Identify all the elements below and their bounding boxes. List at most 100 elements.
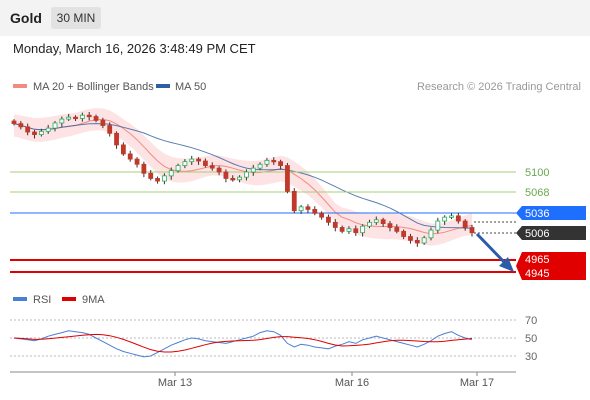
candle-body	[244, 171, 249, 178]
candle-body	[264, 159, 270, 165]
candle-body	[86, 114, 92, 118]
candle-body	[134, 158, 140, 165]
ma50-line	[13, 123, 473, 229]
candle-body	[360, 225, 366, 234]
candle-body	[45, 127, 51, 132]
ma20-legend-label: MA 20 + Bollinger Bands	[33, 81, 154, 93]
ma20-legend-swatch	[13, 84, 27, 88]
level-label-5100: 5100	[525, 167, 549, 179]
candle-body	[32, 131, 37, 135]
candle-body	[257, 163, 263, 169]
rsi-ma-legend-label: 9MA	[82, 294, 105, 306]
rsi-ma-legend-swatch	[62, 297, 76, 301]
candle-body	[469, 227, 475, 234]
candle-body	[237, 176, 242, 181]
candle-body	[414, 239, 420, 244]
candle-body	[367, 221, 372, 227]
candle-body	[230, 178, 236, 181]
candle-body	[175, 165, 181, 172]
rsi-legend-label: RSI	[33, 294, 51, 306]
candle-body	[291, 190, 297, 212]
candle-body	[380, 219, 386, 225]
level-label-5036: 5036	[525, 208, 549, 220]
candle-body	[141, 163, 147, 174]
candle-body	[120, 144, 126, 155]
ma50-legend-swatch	[156, 84, 170, 88]
forecast-arrow-head	[499, 257, 514, 272]
candle-body	[401, 230, 407, 237]
timeframe-badge[interactable]: 30 MIN	[51, 7, 101, 29]
candle-body	[435, 220, 441, 231]
rsi-tick-30: 30	[525, 351, 537, 363]
candle-body	[155, 178, 160, 182]
x-tick-label-mar16: Mar 16	[335, 377, 369, 389]
rsi-legend-swatch	[13, 297, 27, 301]
candle-body	[346, 228, 352, 232]
x-tick-label-mar17: Mar 17	[460, 377, 494, 389]
candle-body	[394, 227, 400, 232]
candle-body	[339, 227, 345, 232]
candle-body	[189, 158, 195, 163]
level-label-5006: 5006	[525, 228, 549, 240]
ma20-line	[13, 118, 473, 235]
candle-body	[285, 165, 290, 192]
candle-body	[353, 228, 359, 234]
x-tick-label-mar13: Mar 13	[158, 377, 192, 389]
candle-body	[59, 118, 65, 124]
candle-body	[18, 123, 24, 128]
candle-body	[305, 206, 311, 210]
candle-body	[428, 229, 434, 239]
candle-body	[449, 215, 454, 218]
candle-body	[298, 206, 304, 212]
candle-body	[326, 216, 331, 223]
candle-body	[66, 116, 72, 120]
candle-body	[114, 132, 119, 146]
rsi-tick-70: 70	[525, 315, 537, 327]
rsi-line	[13, 330, 473, 358]
candle-body	[168, 170, 174, 177]
candle-body	[161, 175, 167, 182]
candle-body	[73, 116, 78, 120]
candle-body	[421, 237, 427, 244]
credit-label: Research © 2026 Trading Central	[417, 81, 581, 93]
candle-body	[319, 212, 325, 218]
candle-body	[462, 220, 468, 228]
candle-body	[93, 116, 99, 121]
candle-body	[387, 223, 393, 228]
level-label-4945: 4945	[525, 268, 549, 280]
candle-body	[209, 165, 215, 169]
candle-body	[52, 122, 58, 129]
datetime-label: Monday, March 16, 2026 3:48:49 PM CET	[13, 41, 256, 56]
candle-body	[196, 158, 201, 162]
candle-body	[203, 160, 208, 166]
candle-body	[455, 215, 461, 222]
candle-body	[216, 167, 222, 173]
bollinger-band	[14, 108, 472, 246]
level-label-5068: 5068	[525, 187, 549, 199]
candle-body	[312, 209, 318, 214]
candle-body	[278, 161, 283, 166]
candle-body	[79, 114, 85, 119]
level-label-4965: 4965	[525, 254, 549, 266]
candle-body	[182, 161, 188, 166]
candle-body	[38, 130, 44, 135]
symbol-label: Gold	[10, 10, 42, 26]
pivot-tag	[516, 206, 586, 220]
rsi-tick-50: 50	[525, 333, 537, 345]
last-price-tag	[516, 226, 586, 240]
ma50-legend-label: MA 50	[175, 81, 206, 93]
candles-group	[11, 112, 475, 247]
candle-body	[107, 125, 113, 134]
candle-body	[25, 126, 31, 133]
candle-body	[271, 159, 277, 163]
candle-body	[11, 120, 17, 125]
candle-body	[250, 167, 256, 173]
candle-body	[408, 236, 413, 241]
rsi-ma-line	[13, 333, 473, 353]
candle-body	[373, 219, 379, 223]
candle-body	[148, 172, 154, 179]
forecast-arrow-shaft	[475, 232, 508, 266]
candle-body	[223, 171, 229, 179]
candle-body	[442, 216, 448, 222]
